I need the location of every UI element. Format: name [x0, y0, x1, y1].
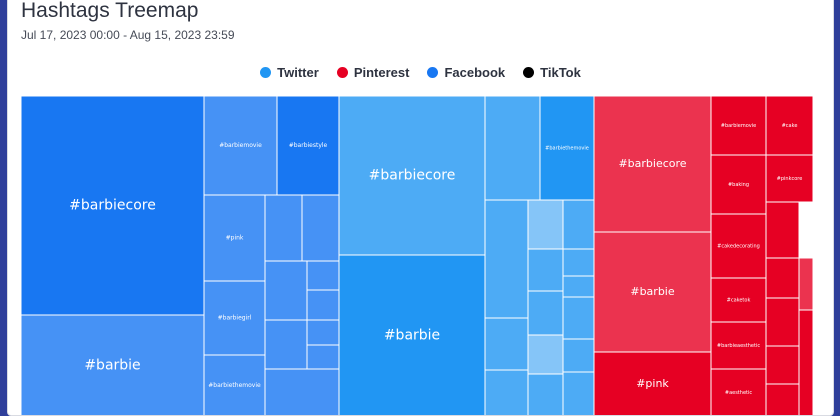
tile-label-facebook-2: #barbiemovie	[219, 142, 262, 149]
tile-label-pinterest-5: #baking	[728, 182, 749, 188]
tile-label-facebook-6: #barbiethemovie	[208, 382, 261, 389]
tile-pinterest-10[interactable]	[765, 257, 800, 299]
legend-swatch-tiktok	[523, 67, 535, 78]
tile-pinterest-0[interactable]	[593, 96, 712, 233]
tile-label-facebook-4: #pink	[226, 235, 244, 242]
tile-label-pinterest-2: #pink	[636, 377, 669, 390]
legend-swatch-twitter	[260, 67, 272, 78]
tile-label-pinterest-12: #barbieaesthetic	[717, 343, 760, 349]
tile-facebook-11[interactable]	[306, 289, 340, 321]
legend-swatch-pinterest	[336, 67, 348, 78]
legend-item-pinterest[interactable]: Pinterest	[336, 65, 410, 80]
tile-label-facebook-0: #barbiecore	[69, 198, 156, 214]
group-pinterest: #barbiecore #barbie #pink #barbiemovie #cake…	[593, 96, 814, 416]
tile-facebook-7[interactable]	[264, 194, 303, 262]
legend-item-tiktok[interactable]: TikTok	[523, 65, 581, 80]
date-range: Jul 17, 2023 00:00 - Aug 15, 2023 23:59	[21, 28, 235, 42]
tile-pinterest-11[interactable]	[798, 257, 814, 311]
tile-label-twitter-0: #barbiecore	[369, 168, 456, 184]
tile-pinterest-17[interactable]	[798, 309, 814, 416]
tile-facebook-14[interactable]	[306, 344, 340, 370]
legend-label-pinterest: Pinterest	[353, 65, 410, 80]
tile-twitter-10[interactable]	[562, 248, 595, 277]
tile-label-twitter-3: #barbiethemovie	[545, 146, 589, 152]
tile-label-pinterest-0: #barbiecore	[618, 157, 686, 170]
tile-facebook-10[interactable]	[306, 260, 340, 291]
tile-twitter-3[interactable]	[539, 96, 595, 201]
tile-twitter-16[interactable]	[527, 373, 564, 416]
legend-label-facebook: Facebook	[444, 65, 506, 80]
tile-facebook-0[interactable]	[21, 96, 205, 316]
tile-label-facebook-1: #barbie	[84, 358, 140, 374]
legend-label-tiktok: TikTok	[540, 65, 581, 80]
tile-facebook-9[interactable]	[264, 260, 308, 321]
tile-facebook-15[interactable]	[264, 368, 340, 416]
tile-pinterest-16[interactable]	[765, 383, 800, 416]
tile-facebook-13[interactable]	[306, 319, 340, 346]
tile-pinterest-12[interactable]	[710, 321, 767, 370]
tile-twitter-15[interactable]	[562, 338, 595, 373]
tile-twitter-9[interactable]	[527, 248, 564, 292]
treemap-plot: #barbiecore #barbie #barbiemovie #barbiesty…	[21, 96, 821, 416]
group-facebook: #barbiecore #barbie #barbiemovie #barbiesty…	[21, 96, 340, 416]
tile-twitter-14[interactable]	[562, 296, 595, 340]
tile-label-twitter-1: #barbie	[384, 328, 440, 344]
treemap-card: Hashtags Treemap Jul 17, 2023 00:00 - Au…	[7, 0, 834, 416]
tile-label-pinterest-7: #cakedecorating	[717, 244, 760, 250]
tile-facebook-3[interactable]	[276, 96, 340, 196]
tile-twitter-4[interactable]	[484, 199, 529, 319]
tile-pinterest-13[interactable]	[765, 297, 800, 347]
tile-facebook-4[interactable]	[203, 194, 266, 282]
legend-item-facebook[interactable]: Facebook	[427, 65, 505, 80]
tile-twitter-11[interactable]	[562, 275, 595, 298]
tile-label-facebook-3: #barbiestyle	[289, 142, 328, 149]
tile-label-pinterest-1: #barbie	[630, 285, 675, 298]
tile-pinterest-8[interactable]	[765, 201, 800, 259]
tile-label-pinterest-9: #caketok	[727, 298, 751, 304]
tile-label-pinterest-14: #aesthetic	[725, 390, 752, 396]
legend-swatch-facebook	[427, 67, 439, 78]
legend: Twitter Pinterest Facebook TikTok	[8, 65, 833, 80]
tile-label-facebook-5: #barbiegirl	[218, 315, 252, 322]
tile-twitter-12[interactable]	[527, 334, 564, 375]
tile-label-pinterest-3: #barbiemovie	[721, 123, 756, 129]
tile-facebook-8[interactable]	[301, 194, 340, 262]
tile-pinterest-5[interactable]	[710, 154, 767, 215]
tile-facebook-12[interactable]	[264, 319, 308, 370]
legend-label-twitter: Twitter	[277, 65, 319, 80]
treemap-svg: #barbiecore #barbie #barbiemovie #barbiesty…	[21, 96, 814, 416]
tile-label-pinterest-6: #pinkcore	[777, 176, 803, 182]
tile-twitter-13[interactable]	[527, 290, 564, 336]
tile-twitter-5[interactable]	[484, 317, 529, 371]
tile-twitter-7[interactable]	[527, 199, 564, 250]
tile-twitter-8[interactable]	[562, 199, 595, 250]
group-twitter: #barbiecore #barbie #barbiethemovie	[338, 96, 595, 416]
tile-twitter-0[interactable]	[338, 96, 486, 256]
tile-pinterest-6[interactable]	[765, 154, 814, 203]
tile-pinterest-15[interactable]	[765, 345, 800, 385]
tile-twitter-1[interactable]	[338, 254, 486, 416]
tile-twitter-2[interactable]	[484, 96, 541, 201]
tile-facebook-1[interactable]	[21, 314, 205, 416]
tile-twitter-6[interactable]	[484, 369, 529, 416]
tile-label-pinterest-4: #cake	[782, 123, 798, 129]
chart-title: Hashtags Treemap	[21, 0, 199, 22]
tile-pinterest-1[interactable]	[593, 231, 712, 353]
tile-twitter-17[interactable]	[562, 371, 595, 416]
legend-item-twitter[interactable]: Twitter	[260, 65, 319, 80]
